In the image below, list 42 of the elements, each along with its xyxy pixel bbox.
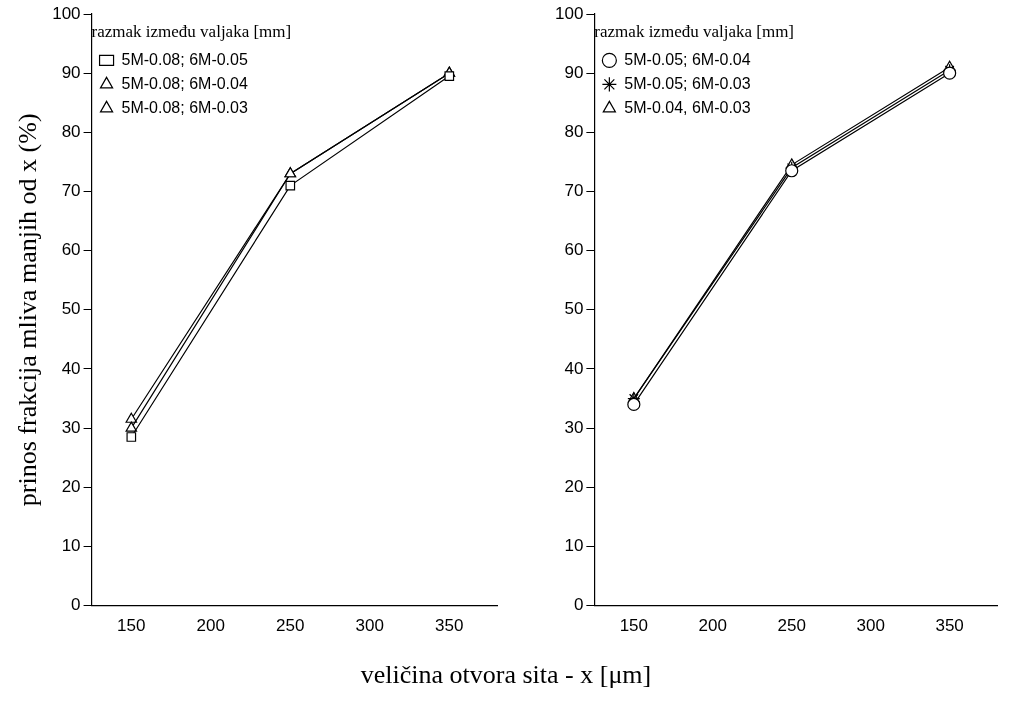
y-tick-label: 60 xyxy=(564,240,584,260)
legend-label: 5M-0.05; 6M-0.03 xyxy=(624,74,751,92)
legend-label: 5M-0.08; 6M-0.04 xyxy=(121,74,248,92)
x-tick-label: 200 xyxy=(196,616,225,636)
y-tick-label: 80 xyxy=(564,122,584,142)
y-tick-label: 40 xyxy=(564,358,584,378)
legend-label: 5M-0.08; 6M-0.03 xyxy=(121,98,248,116)
y-tick-label: 0 xyxy=(71,595,81,615)
y-tick-label: 30 xyxy=(61,417,81,437)
x-tick-label: 250 xyxy=(777,616,806,636)
y-tick-label: 100 xyxy=(52,3,81,23)
legend-title: razmak između valjaka [mm] xyxy=(594,21,795,41)
y-tick-label: 10 xyxy=(61,536,81,556)
y-tick-label: 0 xyxy=(573,595,584,615)
y-tick-label: 90 xyxy=(564,62,584,82)
y-tick-label: 50 xyxy=(564,299,584,319)
x-tick-label: 200 xyxy=(698,616,727,636)
y-tick-label: 30 xyxy=(564,417,584,437)
y-tick-label: 50 xyxy=(61,299,81,319)
x-tick-label: 300 xyxy=(355,616,384,636)
y-tick-label: 90 xyxy=(61,62,81,82)
x-tick-label: 350 xyxy=(935,616,964,636)
x-axis-title: veličina otvora sita - x [μm] xyxy=(359,660,653,690)
x-tick-label: 300 xyxy=(856,616,885,636)
legend-label: 5M-0.05; 6M-0.04 xyxy=(624,50,751,68)
y-tick-label: 10 xyxy=(564,536,584,556)
y-tick-label: 20 xyxy=(61,476,81,496)
y-tick-label: 70 xyxy=(61,181,81,201)
x-tick-label: 350 xyxy=(435,616,464,636)
y-tick-label: 80 xyxy=(61,122,81,142)
legend-title: razmak između valjaka [mm] xyxy=(91,21,292,41)
y-tick-label: 100 xyxy=(554,3,584,23)
legend-label: 5M-0.04, 6M-0.03 xyxy=(624,98,751,116)
y-axis-title: prinos frakcija mliva manjih od x (%) xyxy=(13,113,43,507)
legend-label: 5M-0.08; 6M-0.05 xyxy=(121,50,248,68)
y-tick-label: 60 xyxy=(61,240,81,260)
y-tick-label: 20 xyxy=(564,476,584,496)
y-tick-label: 70 xyxy=(564,181,584,201)
y-tick-label: 40 xyxy=(61,358,81,378)
x-tick-label: 150 xyxy=(619,616,649,636)
x-tick-label: 150 xyxy=(117,616,146,636)
x-tick-label: 250 xyxy=(276,616,305,636)
